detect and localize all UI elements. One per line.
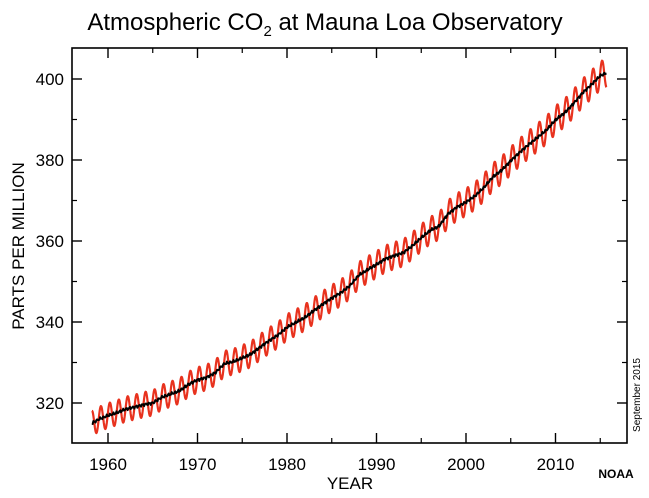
y-axis-label: PARTS PER MILLION (9, 162, 28, 330)
title-suffix: at Mauna Loa Observatory (272, 9, 563, 36)
y-tick-label: 320 (36, 394, 64, 413)
noaa-credit: NOAA (598, 467, 634, 481)
trend-line (91, 71, 607, 425)
x-tick-label: 1970 (179, 455, 217, 474)
y-tick-label: 400 (36, 70, 64, 89)
y-tick-label: 340 (36, 313, 64, 332)
y-tick-label: 360 (36, 232, 64, 251)
y-tick-label: 380 (36, 151, 64, 170)
data-series (91, 59, 608, 435)
x-tick-label: 2010 (537, 455, 575, 474)
plot-frame (71, 47, 628, 444)
axis-tick-labels: 1960 1970 1980 1990 2000 2010 320 340 360 380 400 (36, 70, 575, 474)
date-annotation: September 2015 (632, 358, 643, 432)
title-subscript: 2 (263, 23, 271, 40)
x-tick-label: 1960 (89, 455, 127, 474)
axis-ticks (72, 48, 627, 443)
x-tick-label: 1990 (358, 455, 396, 474)
x-axis-label: YEAR (327, 474, 373, 493)
x-tick-label: 2000 (447, 455, 485, 474)
chart-title: Atmospheric CO2 at Mauna Loa Observatory (87, 9, 562, 40)
title-prefix: Atmospheric CO (87, 9, 263, 36)
x-tick-label: 1980 (268, 455, 306, 474)
monthly-mean-line (91, 59, 608, 435)
